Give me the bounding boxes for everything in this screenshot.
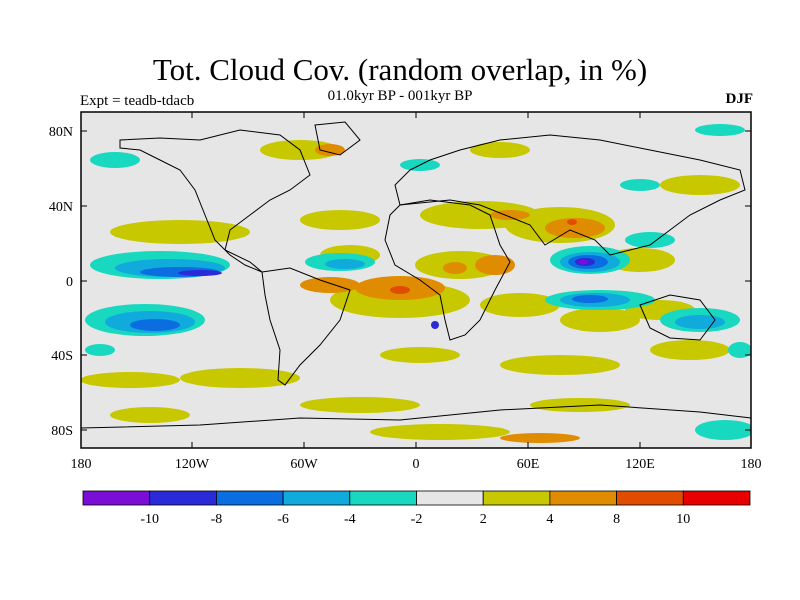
colorbar-labels: -10 -8 -6 -4 -2 2 4 8 10 xyxy=(140,512,690,527)
lat-ticks xyxy=(81,130,751,431)
colorbar-label: -2 xyxy=(411,512,423,527)
colorbar-swatch xyxy=(215,490,284,506)
colorbar xyxy=(82,490,751,506)
colorbar-label: 2 xyxy=(480,512,487,527)
lon-label: 180 xyxy=(741,457,762,472)
colorbar-swatch xyxy=(349,490,417,506)
lat-label: 0 xyxy=(66,275,73,290)
lat-label: 40S xyxy=(51,349,73,364)
colorbar-label: 4 xyxy=(546,512,553,527)
map-title: Tot. Cloud Cov. (random overlap, in %) xyxy=(152,52,648,87)
lon-label: 0 xyxy=(413,457,420,472)
experiment-label: Expt = teadb-tdacb xyxy=(80,93,195,109)
colorbar-swatch xyxy=(482,490,551,506)
colorbar-label: -4 xyxy=(344,512,356,527)
lon-ticks xyxy=(191,112,641,448)
colorbar-label: 8 xyxy=(613,512,620,527)
colorbar-label: -8 xyxy=(211,512,223,527)
lat-label: 80S xyxy=(51,424,73,439)
colorbar-label: -10 xyxy=(140,512,159,527)
colorbar-swatch xyxy=(282,490,351,506)
colorbar-swatch xyxy=(682,490,751,506)
lat-label: 80N xyxy=(49,125,73,140)
colorbar-swatch xyxy=(149,490,217,506)
colorbar-swatch xyxy=(616,490,684,506)
colorbar-swatch xyxy=(82,490,151,506)
lon-label: 120E xyxy=(625,457,655,472)
map-subtitle: 01.0kyr BP - 001kyr BP xyxy=(327,88,473,104)
colorbar-label: -6 xyxy=(277,512,289,527)
lat-label: 40N xyxy=(49,200,73,215)
lon-label: 180 xyxy=(71,457,92,472)
colorbar-label: 10 xyxy=(676,512,690,527)
colorbar-swatch xyxy=(549,490,618,506)
lon-label: 60E xyxy=(517,457,540,472)
lon-label: 120W xyxy=(175,457,210,472)
lon-label: 60W xyxy=(290,457,318,472)
colorbar-swatch xyxy=(416,490,484,506)
season-label: DJF xyxy=(725,91,754,107)
coastlines xyxy=(81,121,751,429)
contour-fills xyxy=(81,124,751,443)
